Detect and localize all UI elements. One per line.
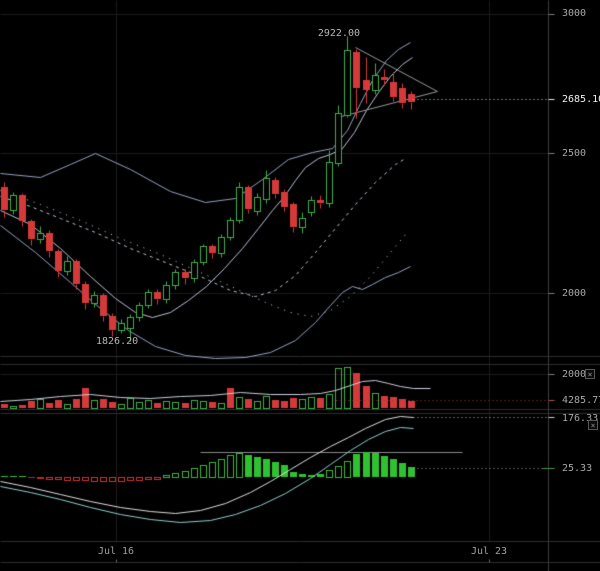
last-volume-label: 4285.7714 — [562, 395, 600, 406]
indicator-close-button[interactable]: × — [588, 420, 598, 430]
volume-indicator-close-button[interactable]: × — [585, 369, 595, 379]
volume-axis-label-20000: 20000 — [562, 369, 593, 380]
price-axis-label-2500: 2500 — [562, 148, 587, 159]
last-price-label: 2685.10 — [562, 94, 600, 105]
low-annotation: 1826.20 — [96, 336, 139, 347]
price-axis-label-3000: 3000 — [562, 8, 587, 19]
time-axis-label-jul23: Jul 23 — [470, 546, 508, 557]
high-annotation: 2922.00 — [317, 28, 360, 39]
indicator-line-value-label: 176.33 — [562, 413, 599, 424]
price-axis-label-2000: 2000 — [562, 288, 587, 299]
indicator-hist-value-label: 25.33 — [562, 463, 593, 474]
time-axis-label-jul16: Jul 16 — [97, 546, 135, 557]
